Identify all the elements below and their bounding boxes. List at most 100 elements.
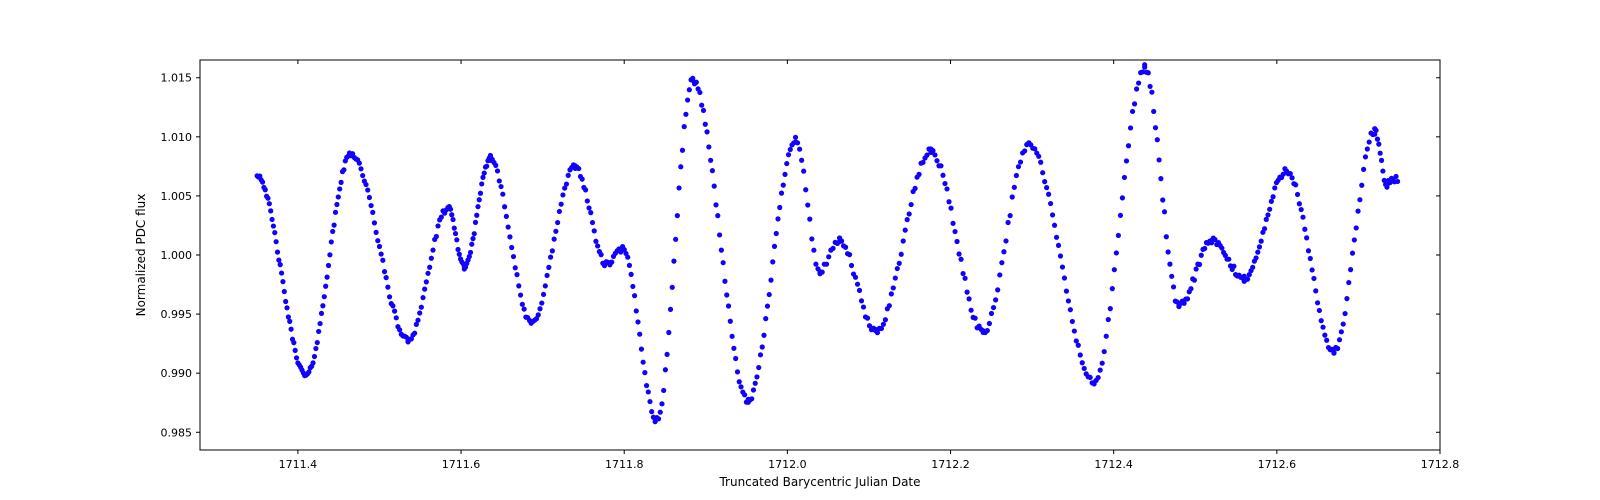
data-point [1269,199,1274,204]
data-point [803,187,808,192]
data-point [484,164,489,169]
data-point [1310,267,1315,272]
data-point [363,182,368,187]
data-point [470,236,475,241]
data-point [964,290,969,295]
data-point [1169,274,1174,279]
data-point [1147,84,1152,89]
data-point [284,305,289,310]
data-point [658,410,663,415]
data-point [899,252,904,257]
data-point [1375,137,1380,142]
data-point [495,168,500,173]
data-point [1102,349,1107,354]
x-tick-label: 1712.2 [931,458,970,471]
data-point [1380,168,1385,173]
data-point [1080,360,1085,365]
data-point [1306,248,1311,253]
data-point [1289,175,1294,180]
data-point [1066,298,1071,303]
data-point [425,271,430,276]
data-point [1367,139,1372,144]
data-point [475,204,480,209]
data-point [322,294,327,299]
data-point [599,252,604,257]
data-point [782,172,787,177]
data-point [676,185,681,190]
data-point [1250,265,1255,270]
data-point [1096,375,1101,380]
data-point [1245,277,1250,282]
data-point [500,192,505,197]
data-point [713,202,718,207]
data-point [826,254,831,259]
data-point [1299,207,1304,212]
data-point [412,331,417,336]
data-point [809,236,814,241]
data-point [1378,151,1383,156]
data-point [889,291,894,296]
plot-svg: 1711.41711.61711.81712.01712.21712.41712… [0,0,1600,500]
data-point [543,283,548,288]
data-point [260,180,265,185]
data-point [1202,246,1207,251]
data-point [324,275,329,280]
data-point [668,307,673,312]
data-point [663,367,668,372]
data-point [424,279,429,284]
data-point [1040,170,1045,175]
data-point [287,319,292,324]
data-point [703,122,708,127]
data-point [555,220,560,225]
data-point [1164,234,1169,239]
data-point [670,285,675,290]
data-point [1044,185,1049,190]
data-point [853,275,858,280]
data-point [368,203,373,208]
data-point [1337,337,1342,342]
data-point [962,276,967,281]
data-point [1076,343,1081,348]
data-point [382,269,387,274]
data-point [1293,182,1298,187]
data-point [1116,233,1121,238]
data-point [944,186,949,191]
data-point [993,297,998,302]
data-point [479,181,484,186]
data-point [722,279,727,284]
data-point [269,217,274,222]
data-point [497,178,502,183]
data-point [724,292,729,297]
data-point [454,237,459,242]
data-point [938,163,943,168]
data-point [710,168,715,173]
data-point [272,230,277,235]
data-point [1022,148,1027,153]
y-tick-label: 1.005 [161,190,193,203]
data-point [1134,86,1139,91]
data-point [1295,192,1300,197]
data-point [909,202,914,207]
data-point [377,244,382,249]
data-point [1257,244,1262,249]
data-point [801,169,806,174]
data-point [498,184,503,189]
data-point [358,166,363,171]
data-point [1052,223,1057,228]
data-point [1106,317,1111,322]
data-point [916,172,921,177]
data-point [989,311,994,316]
data-point [1346,280,1351,285]
data-point [999,260,1004,265]
data-point [546,265,551,270]
data-point [1302,227,1307,232]
data-point [313,346,318,351]
data-point [539,300,544,305]
data-point [478,191,483,196]
data-point [730,334,735,339]
data-point [452,226,457,231]
data-point [541,292,546,297]
data-point [504,214,509,219]
x-axis-label: Truncated Barycentric Julian Date [718,475,920,489]
data-point [427,265,432,270]
